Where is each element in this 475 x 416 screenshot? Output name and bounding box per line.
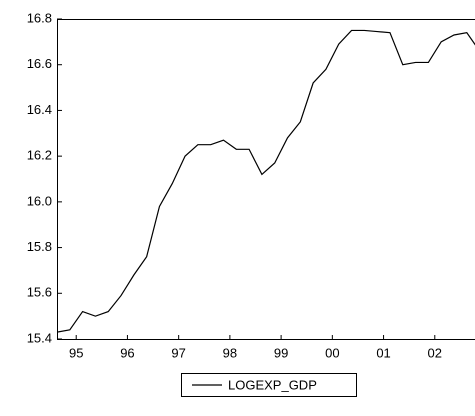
x-tick-label: 01	[376, 345, 390, 360]
x-tick-label: 95	[69, 345, 83, 360]
plot-frame	[57, 19, 475, 340]
plot-area	[57, 29, 475, 333]
x-tick-label: 96	[120, 345, 134, 360]
x-tick-label: 02	[428, 345, 442, 360]
y-tick-label: 15.6	[27, 285, 52, 300]
x-tick-label: 97	[171, 345, 185, 360]
y-tick-label: 16.8	[27, 10, 52, 25]
x-tick-label: 98	[223, 345, 237, 360]
y-tick-label: 16.0	[27, 193, 52, 208]
x-tick-label: 99	[274, 345, 288, 360]
y-tick-label: 16.4	[27, 102, 52, 117]
y-tick-label: 16.2	[27, 148, 52, 163]
x-tick-label: 00	[325, 345, 339, 360]
y-tick-label: 16.6	[27, 56, 52, 71]
y-tick-label: 15.8	[27, 239, 52, 254]
legend-box	[181, 373, 357, 397]
legend-label: LOGEXP_GDP	[228, 377, 317, 392]
y-tick-label: 15.4	[27, 330, 52, 345]
series-line	[57, 29, 475, 333]
